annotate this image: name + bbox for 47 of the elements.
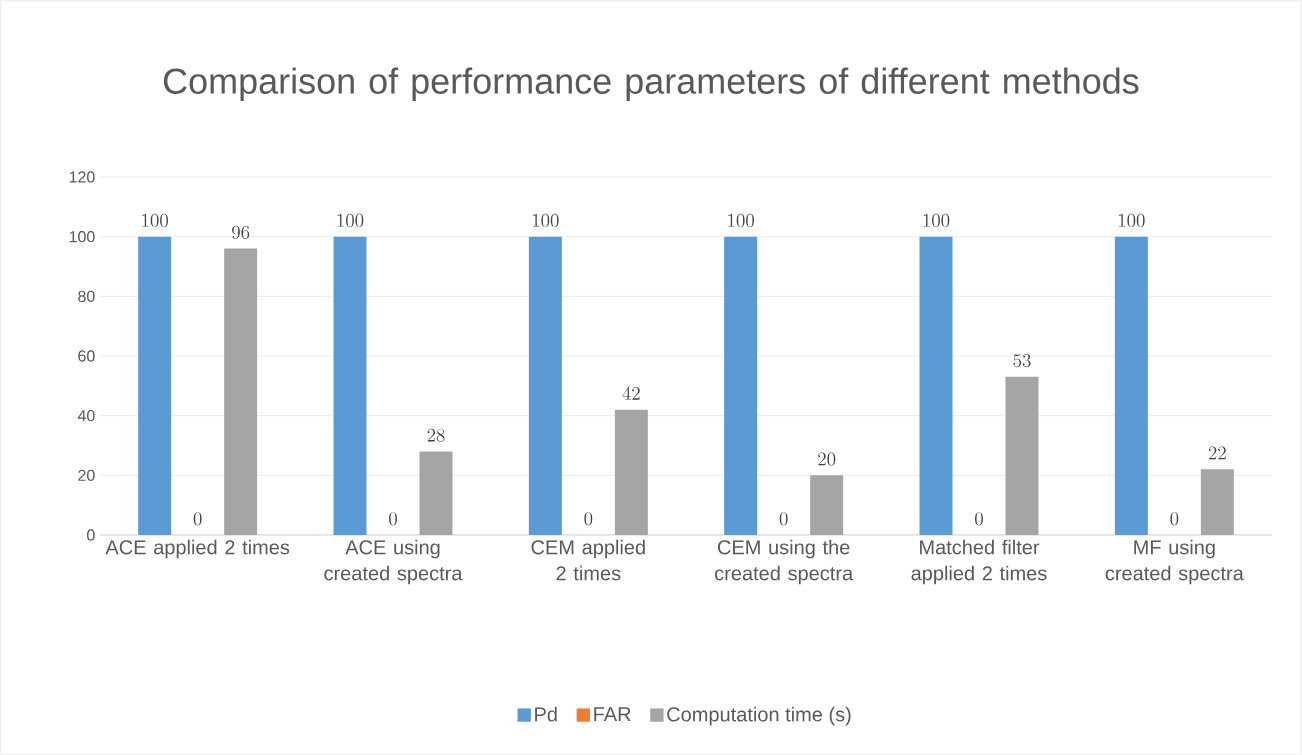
data-label: 100 [1119, 213, 1145, 228]
data-label: 28 [427, 428, 445, 442]
y-tick-label: 80 [78, 290, 95, 302]
bar [919, 236, 953, 535]
bar [1200, 469, 1234, 535]
data-label: 100 [337, 213, 364, 228]
legend-label: FAR [594, 707, 631, 721]
data-label: 100 [923, 213, 950, 228]
data-label: 22 [1208, 446, 1226, 460]
x-tick-label: CEM using the created spectra [715, 539, 854, 585]
bar [224, 248, 258, 535]
bar [528, 236, 562, 535]
bar [810, 475, 844, 535]
bar [138, 236, 172, 535]
bar [1114, 236, 1148, 535]
data-label: 0 [389, 512, 397, 526]
x-tick-label: ACE applied 2 times [105, 539, 290, 559]
y-tick-label: 120 [69, 171, 95, 183]
legend-label: Computation time (s) [667, 706, 851, 726]
data-label: 96 [232, 225, 250, 239]
bar [614, 409, 648, 535]
chart-title: Comparison of performance parameters of different methods [163, 67, 1139, 102]
y-tick-label: 40 [77, 409, 95, 422]
data-label: 0 [1170, 512, 1179, 526]
data-label: 100 [728, 213, 754, 228]
x-tick-label: Matched filter applied 2 times [911, 539, 1047, 585]
bar [724, 236, 758, 535]
legend-label: Pd [535, 706, 557, 722]
data-label: 0 [779, 512, 788, 526]
data-label: 0 [584, 512, 593, 526]
data-label: 0 [975, 512, 983, 526]
data-label: 100 [533, 213, 559, 228]
bar [419, 451, 453, 535]
data-label: 42 [622, 386, 640, 400]
bar [1005, 376, 1039, 535]
bar [333, 236, 367, 535]
y-tick-label: 100 [69, 231, 95, 243]
y-tick-label: 0 [87, 529, 95, 541]
x-tick-label: MF using created spectra [1105, 539, 1244, 585]
y-tick-label: 60 [78, 350, 95, 362]
x-tick-label: ACE using created spectra [324, 539, 463, 585]
y-tick-label: 20 [78, 469, 95, 481]
data-label: 100 [142, 213, 168, 228]
data-label: 53 [1013, 354, 1031, 368]
x-tick-label: CEM applied 2 times [531, 539, 645, 581]
data-label: 0 [193, 512, 202, 526]
data-label: 20 [818, 452, 836, 466]
